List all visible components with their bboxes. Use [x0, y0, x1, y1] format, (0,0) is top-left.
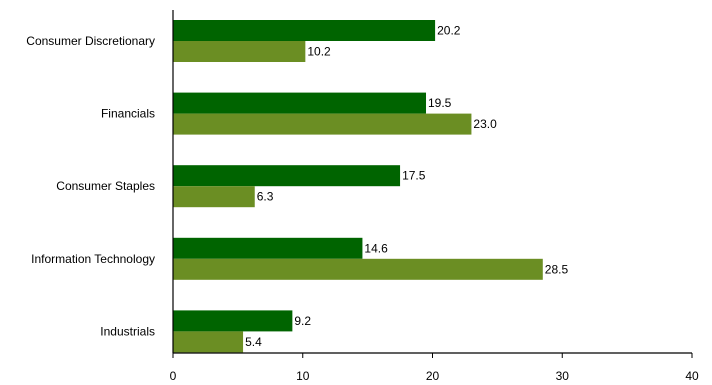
x-tick-label-2: 10 — [296, 369, 310, 383]
bar-1-1 — [173, 20, 436, 41]
x-tick-label-5: 40 — [685, 369, 699, 383]
value-labels-layer: 20.2 10.2 19.5 23.0 17.5 6.3 14.6 28.5 9.2 5.4 — [245, 24, 568, 349]
x-tick-label-1: 0 — [170, 369, 177, 383]
bar-1-2 — [173, 92, 427, 114]
value-label-1-4: 14.6 — [364, 241, 388, 255]
bar-2-3 — [173, 186, 255, 208]
value-label-2-3: 6.3 — [257, 190, 274, 204]
value-label-1-3: 17.5 — [402, 169, 426, 183]
bar-1-3 — [173, 165, 401, 187]
bar-2-4 — [173, 258, 543, 280]
category-label-1: Consumer Discretionary — [26, 34, 155, 48]
value-label-1-5: 9.2 — [294, 314, 311, 328]
x-tick-label-4: 30 — [556, 369, 570, 383]
value-label-2-5: 5.4 — [245, 335, 262, 349]
bar-2-1 — [173, 41, 306, 62]
x-tick-label-3: 20 — [426, 369, 440, 383]
value-label-2-2: 23.0 — [473, 117, 497, 131]
value-label-1-1: 20.2 — [437, 24, 461, 38]
category-label-4: Information Technology — [31, 252, 155, 266]
category-labels-layer: Consumer Discretionary Financials Consumer… — [26, 34, 155, 338]
value-label-2-1: 10.2 — [307, 45, 331, 59]
category-label-2: Financials — [101, 107, 155, 121]
bar-2-5 — [173, 331, 244, 353]
bar-2-2 — [173, 113, 472, 135]
category-label-3: Consumer Staples — [56, 179, 155, 193]
x-ticks-layer: 0 10 20 30 40 — [170, 353, 699, 383]
bar-1-5 — [173, 310, 293, 332]
value-label-2-4: 28.5 — [545, 262, 569, 276]
bar-1-4 — [173, 237, 363, 259]
value-label-1-2: 19.5 — [428, 96, 452, 110]
bars-layer — [173, 20, 543, 353]
category-label-5: Industrials — [100, 324, 155, 338]
